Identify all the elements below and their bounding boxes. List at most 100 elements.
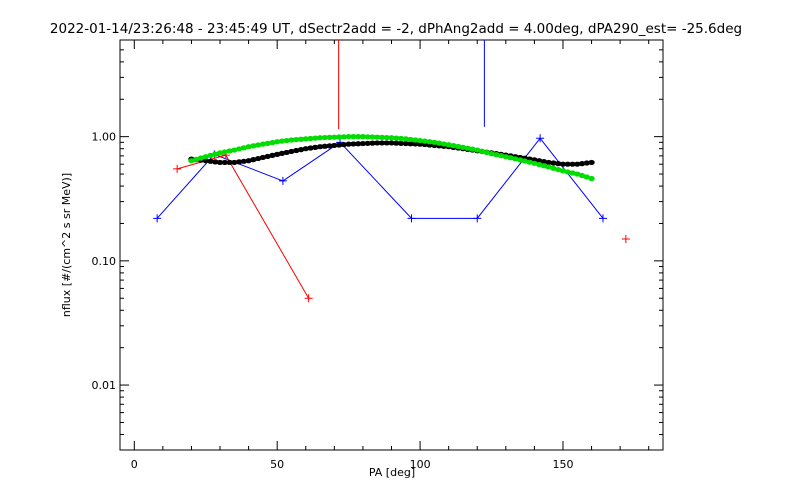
data-point-dot xyxy=(454,143,462,150)
data-point-dot xyxy=(402,136,409,142)
data-point-dot xyxy=(212,159,219,165)
data-point-dot xyxy=(302,136,309,142)
data-point-dot xyxy=(388,140,395,146)
data-point-dot xyxy=(335,134,343,140)
data-point-dot xyxy=(378,134,386,140)
plot-frame xyxy=(119,39,664,451)
data-point-dot xyxy=(245,144,252,150)
data-point-dot xyxy=(374,140,381,146)
data-point-dot xyxy=(326,143,333,149)
data-point-plus xyxy=(621,234,630,243)
data-point-dot xyxy=(402,140,409,147)
data-point-dot xyxy=(335,142,343,148)
data-point-dot xyxy=(273,139,281,145)
data-point-dot xyxy=(202,158,209,164)
data-point-plus xyxy=(153,214,162,223)
data-point-dot xyxy=(416,137,424,144)
data-point-dot xyxy=(369,134,376,140)
data-point-dot xyxy=(435,140,443,146)
data-point-dot xyxy=(359,140,367,147)
data-point-dot xyxy=(574,161,581,167)
data-point-dot xyxy=(307,135,314,142)
y-tick-label: 0.01 xyxy=(92,379,117,392)
data-point-dot xyxy=(397,140,405,146)
data-point-dot xyxy=(293,137,300,143)
data-point-dot xyxy=(221,159,228,166)
data-point-dot xyxy=(445,142,452,148)
series-2 xyxy=(621,234,630,243)
y-axis-label: nflux [#/(cm^2 s sr MeV)] xyxy=(60,173,73,317)
data-point-dot xyxy=(297,136,305,142)
data-point-dot xyxy=(207,158,214,164)
data-series xyxy=(153,134,630,303)
data-point-plus xyxy=(473,214,482,223)
data-point-dot xyxy=(588,175,595,182)
data-point-dot xyxy=(321,134,329,141)
data-point-dot xyxy=(216,159,224,166)
data-point-dot xyxy=(555,161,562,167)
data-point-dot xyxy=(450,143,457,149)
data-point-dot xyxy=(469,146,476,152)
data-point-dot xyxy=(316,135,324,141)
y-tick-label: 0.10 xyxy=(92,255,117,268)
data-point-dot xyxy=(364,134,371,140)
data-point-dot xyxy=(550,160,557,166)
data-point-dot xyxy=(354,134,362,140)
data-point-dot xyxy=(407,141,414,147)
data-point-dot xyxy=(426,139,433,145)
data-point-dot xyxy=(374,134,381,140)
data-point-dot xyxy=(264,140,271,146)
data-point-dot xyxy=(393,140,400,146)
data-point-dot xyxy=(564,161,571,167)
data-point-plus xyxy=(173,164,182,173)
data-point-plus xyxy=(278,176,287,185)
data-point-dot xyxy=(350,134,357,140)
y-tick-label: 1.00 xyxy=(92,131,117,144)
data-point-dot xyxy=(559,161,567,167)
data-point-dot xyxy=(345,141,352,147)
data-point-dot xyxy=(278,138,286,144)
data-point-dot xyxy=(383,140,390,146)
data-point-dot xyxy=(588,159,595,166)
series-0 xyxy=(153,134,607,223)
data-point-dot xyxy=(459,144,467,150)
data-point-dot xyxy=(535,158,543,164)
data-point-dot xyxy=(421,138,429,144)
data-point-dot xyxy=(340,134,348,140)
data-point-dot xyxy=(240,158,248,164)
x-tick-label: 0 xyxy=(131,458,138,471)
data-point-plus xyxy=(407,214,416,223)
data-point-dot xyxy=(354,141,362,147)
series-4 xyxy=(188,134,595,182)
data-point-dot xyxy=(340,141,348,148)
data-point-dot xyxy=(393,135,400,141)
series-1 xyxy=(173,151,313,303)
x-tick-label: 150 xyxy=(552,458,573,471)
data-point-dot xyxy=(416,141,424,147)
data-point-dot xyxy=(397,135,405,142)
x-axis-ticks: 0 50 100 150 xyxy=(131,40,650,471)
data-point-dot xyxy=(431,139,438,145)
data-point-dot xyxy=(231,159,238,166)
data-point-dot xyxy=(412,137,419,143)
data-point-dot xyxy=(378,140,386,146)
data-point-dot xyxy=(359,134,367,140)
data-point-dot xyxy=(226,159,233,166)
data-point-dot xyxy=(569,161,576,167)
data-point-dot xyxy=(235,159,243,165)
data-point-dot xyxy=(345,134,352,140)
data-point-dot xyxy=(464,145,471,151)
data-point-dot xyxy=(583,160,590,166)
data-point-dot xyxy=(540,158,548,165)
data-point-dot xyxy=(331,134,338,140)
x-tick-label: 100 xyxy=(410,458,431,471)
data-point-dot xyxy=(388,135,395,141)
data-point-dot xyxy=(407,136,414,143)
data-point-dot xyxy=(312,135,319,141)
chart-title: 2022-01-14/23:26:48 - 23:45:49 UT, dSect… xyxy=(50,21,742,37)
x-axis-label: PA [deg] xyxy=(369,466,415,479)
data-point-dot xyxy=(316,144,324,150)
data-point-dot xyxy=(307,145,314,151)
data-point-dot xyxy=(250,143,257,149)
